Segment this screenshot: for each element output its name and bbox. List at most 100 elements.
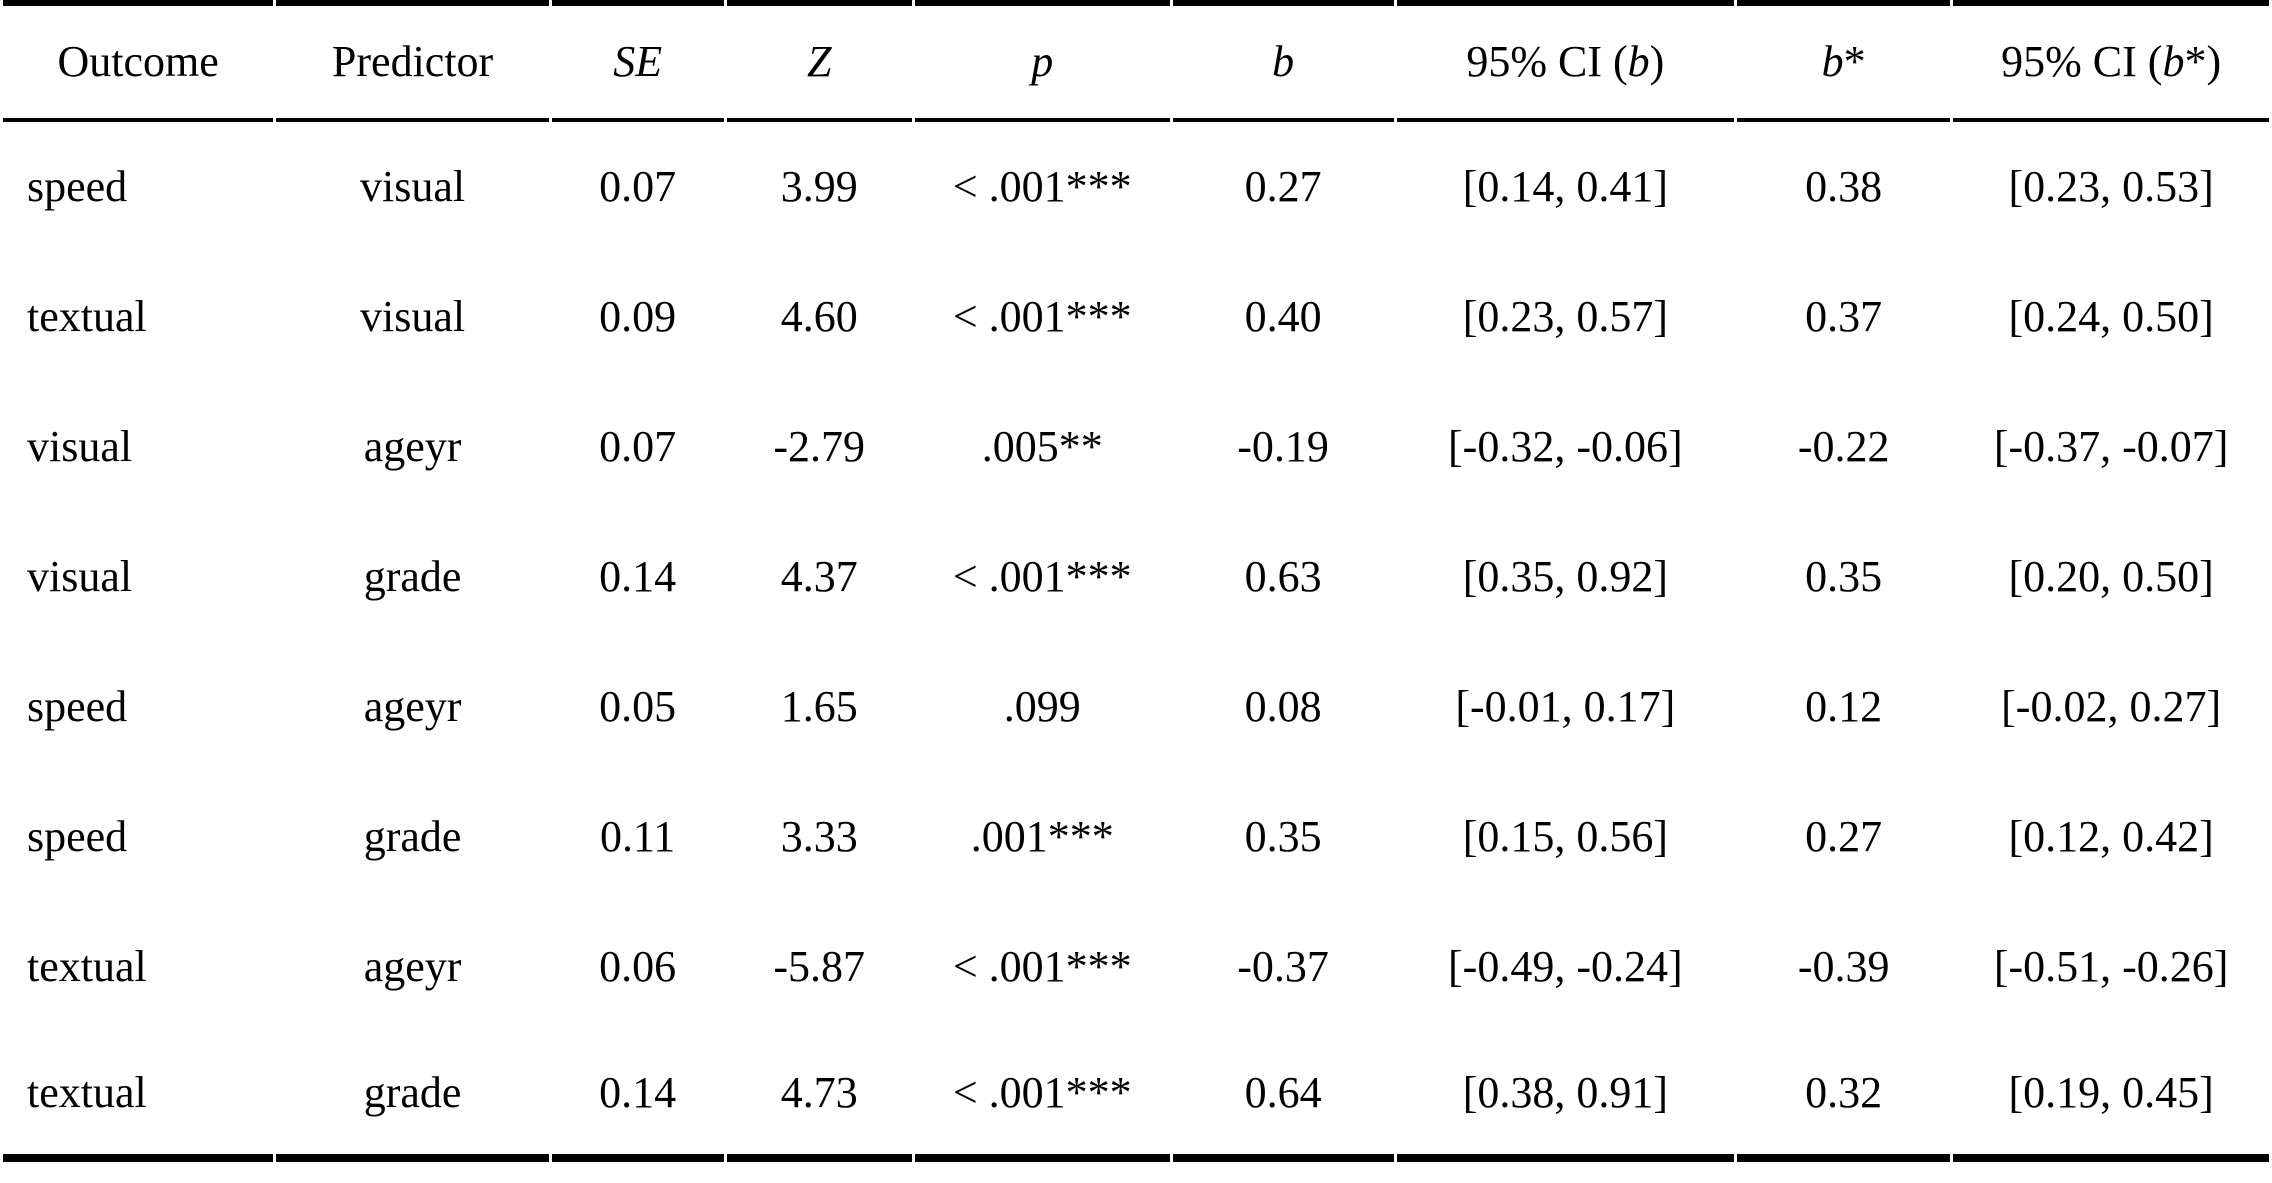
- col-header-p: p: [914, 0, 1170, 122]
- cell-predictor: grade: [276, 1032, 549, 1162]
- cell-ci-b-std: [0.12, 0.42]: [2008, 811, 2214, 861]
- cell-ci-b-std: [-0.37, -0.07]: [1993, 421, 2229, 471]
- cell-z: -2.79: [773, 421, 866, 471]
- cell-b-std: 0.35: [1805, 551, 1883, 601]
- cell-se: 0.14: [551, 1032, 724, 1162]
- cell-ci-b: [0.15, 0.56]: [1462, 811, 1668, 861]
- cell-outcome: speed: [27, 811, 128, 861]
- header-text: 95% CI (: [1466, 36, 1628, 86]
- cell-b-std: 0.27: [1805, 811, 1883, 861]
- cell-outcome: visual: [27, 421, 133, 471]
- col-header-predictor: Predictor: [276, 0, 549, 122]
- header-text: Predictor: [331, 36, 494, 86]
- cell-ci-b-std: [0.24, 0.50]: [2008, 291, 2214, 341]
- cell-b: 0.63: [1244, 551, 1322, 601]
- cell-b-std: -0.22: [1797, 421, 1890, 471]
- cell-se: 0.07: [599, 421, 677, 471]
- cell-outcome: textual: [27, 291, 147, 341]
- cell-b: 0.35: [1244, 811, 1322, 861]
- cell-z: 3.33: [780, 811, 858, 861]
- cell-se: 0.06: [599, 941, 677, 991]
- header-italic-text: b: [1821, 36, 1844, 86]
- cell-ci-b: [-0.01, 0.17]: [1455, 681, 1676, 731]
- cell-b: 0.40: [1244, 291, 1322, 341]
- cell-p: < .001***: [952, 291, 1132, 341]
- cell-ci-b: [-0.49, -0.24]: [1448, 941, 1683, 991]
- cell-b: -0.37: [1237, 941, 1329, 991]
- header-text: ): [1649, 36, 1665, 86]
- cell-outcome: speed: [27, 161, 128, 211]
- cell-z: 4.37: [780, 551, 858, 601]
- cell-b: 0.27: [1244, 161, 1322, 211]
- cell-outcome: speed: [27, 681, 128, 731]
- table-row: visual grade 0.14 4.37 < .001*** 0.63 [0…: [3, 512, 2269, 642]
- header-italic-text: b: [1272, 36, 1295, 86]
- cell-p: .005**: [981, 421, 1103, 471]
- header-italic-text: SE: [613, 36, 663, 86]
- cell-se: 0.14: [599, 551, 677, 601]
- cell-ci-b: [0.35, 0.92]: [1462, 551, 1668, 601]
- cell-p: < .001***: [952, 161, 1132, 211]
- table-row: speed grade 0.11 3.33 .001*** 0.35 [0.15…: [3, 772, 2269, 902]
- table-row: textual visual 0.09 4.60 < .001*** 0.40 …: [3, 252, 2269, 382]
- cell-se: 0.07: [599, 161, 677, 211]
- header-row: Outcome Predictor SE Z p b 95% CI (b) b*…: [3, 0, 2269, 122]
- cell-p: .099: [1003, 681, 1081, 731]
- col-header-b-std: b*: [1737, 0, 1951, 122]
- cell-outcome: visual: [27, 551, 133, 601]
- header-text: *): [2184, 36, 2222, 86]
- cell-ci-b: [0.14, 0.41]: [1462, 161, 1668, 211]
- cell-ci-b: [-0.32, -0.06]: [1448, 421, 1683, 471]
- cell-ci-b-std: [0.23, 0.53]: [2008, 161, 2214, 211]
- cell-predictor: ageyr: [363, 681, 462, 731]
- cell-z: 4.60: [780, 291, 858, 341]
- table-row: speed visual 0.07 3.99 < .001*** 0.27 [0…: [3, 122, 2269, 252]
- cell-ci-b-std: [0.20, 0.50]: [2008, 551, 2214, 601]
- cell-ci-b: [0.38, 0.91]: [1396, 1032, 1735, 1162]
- cell-se: 0.11: [599, 811, 676, 861]
- cell-b-std: 0.32: [1737, 1032, 1951, 1162]
- cell-p: < .001***: [914, 1032, 1170, 1162]
- cell-p: .001***: [970, 811, 1114, 861]
- cell-predictor: visual: [360, 291, 466, 341]
- cell-z: 4.73: [726, 1032, 912, 1162]
- col-header-se: SE: [551, 0, 724, 122]
- col-header-ci-b-std: 95% CI (b*): [1953, 0, 2269, 122]
- cell-b-std: 0.12: [1805, 681, 1883, 731]
- header-italic-text: p: [1031, 36, 1054, 86]
- cell-b: 0.64: [1172, 1032, 1394, 1162]
- cell-z: -5.87: [773, 941, 866, 991]
- header-text: 95% CI (: [2001, 36, 2163, 86]
- cell-p: < .001***: [952, 551, 1132, 601]
- table-row: textual grade 0.14 4.73 < .001*** 0.64 […: [3, 1032, 2269, 1162]
- col-header-outcome: Outcome: [3, 0, 274, 122]
- cell-p: < .001***: [952, 941, 1132, 991]
- col-header-z: Z: [726, 0, 912, 122]
- cell-ci-b: [0.23, 0.57]: [1462, 291, 1668, 341]
- cell-b-std: -0.39: [1797, 941, 1890, 991]
- cell-outcome: textual: [27, 941, 147, 991]
- cell-b: -0.19: [1237, 421, 1329, 471]
- cell-ci-b-std: [-0.51, -0.26]: [1993, 941, 2229, 991]
- header-italic-text: b: [2162, 36, 2185, 86]
- col-header-ci-b: 95% CI (b): [1396, 0, 1735, 122]
- cell-ci-b-std: [-0.02, 0.27]: [2001, 681, 2222, 731]
- cell-predictor: ageyr: [363, 421, 462, 471]
- table-row: speed ageyr 0.05 1.65 .099 0.08 [-0.01, …: [3, 642, 2269, 772]
- cell-predictor: visual: [360, 161, 466, 211]
- header-italic-text: b: [1627, 36, 1650, 86]
- col-header-b: b: [1172, 0, 1394, 122]
- cell-outcome: textual: [3, 1032, 274, 1162]
- cell-z: 1.65: [780, 681, 858, 731]
- cell-predictor: grade: [363, 811, 462, 861]
- cell-b-std: 0.38: [1805, 161, 1883, 211]
- cell-predictor: grade: [363, 551, 462, 601]
- header-italic-text: Z: [806, 36, 832, 86]
- table-row: visual ageyr 0.07 -2.79 .005** -0.19 [-0…: [3, 382, 2269, 512]
- cell-predictor: ageyr: [363, 941, 462, 991]
- cell-b-std: 0.37: [1805, 291, 1883, 341]
- header-text: Outcome: [57, 36, 219, 86]
- table-row: textual ageyr 0.06 -5.87 < .001*** -0.37…: [3, 902, 2269, 1032]
- cell-se: 0.05: [599, 681, 677, 731]
